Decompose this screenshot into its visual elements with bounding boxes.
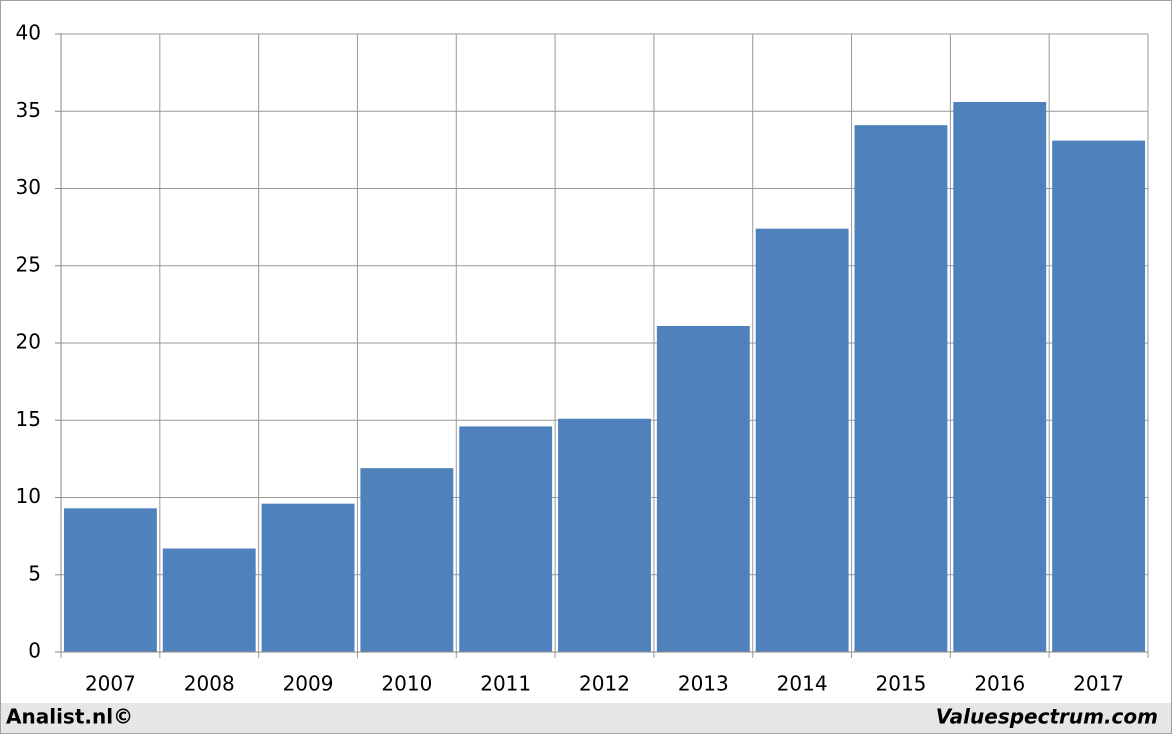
bar <box>360 468 454 652</box>
y-tick-label: 0 <box>28 639 41 663</box>
x-tick-label: 2016 <box>974 672 1025 696</box>
footer-left: Analist.nl© <box>6 705 133 729</box>
y-tick-label: 10 <box>16 484 41 508</box>
bar <box>1052 140 1146 653</box>
x-tick-label: 2007 <box>85 672 136 696</box>
footer-band <box>1 703 1171 733</box>
x-tick-label: 2013 <box>678 672 729 696</box>
x-tick-label: 2011 <box>480 672 531 696</box>
y-tick-label: 40 <box>16 21 41 45</box>
y-tick-label: 35 <box>16 98 41 122</box>
y-tick-label: 20 <box>16 330 41 354</box>
bar <box>162 548 256 652</box>
x-tick-label: 2012 <box>579 672 630 696</box>
footer-right: Valuespectrum.com <box>936 705 1158 729</box>
bar <box>755 228 849 653</box>
x-tick-label: 2017 <box>1073 672 1124 696</box>
y-tick-label: 30 <box>16 175 41 199</box>
bar <box>261 503 355 652</box>
x-tick-label: 2014 <box>777 672 828 696</box>
x-tick-label: 2009 <box>283 672 334 696</box>
y-tick-label: 25 <box>16 252 41 276</box>
y-tick-label: 5 <box>28 561 41 585</box>
y-tick-label: 15 <box>16 407 41 431</box>
bar <box>854 125 948 652</box>
x-tick-label: 2015 <box>876 672 927 696</box>
x-tick-label: 2008 <box>184 672 235 696</box>
bar <box>656 326 750 652</box>
bar <box>459 426 553 652</box>
bar <box>63 508 157 652</box>
bar <box>558 418 651 652</box>
bar <box>953 101 1047 653</box>
x-tick-label: 2010 <box>381 672 432 696</box>
